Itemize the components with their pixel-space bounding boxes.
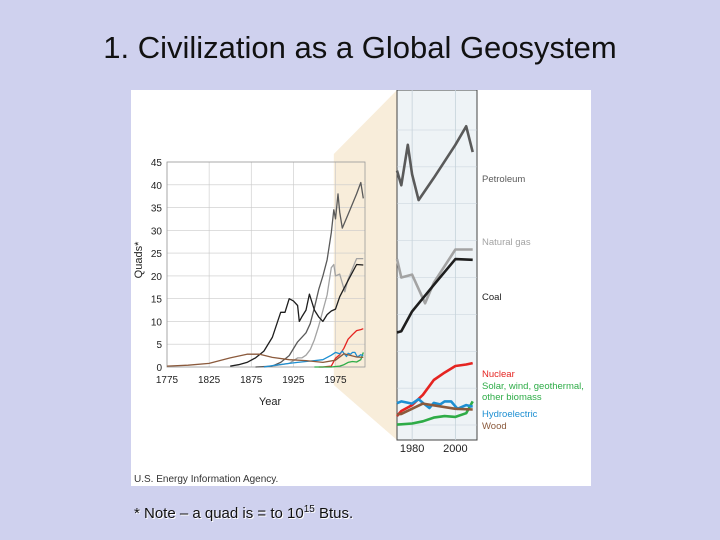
- legend-label: Hydroelectric: [482, 409, 538, 420]
- x-tick-label: 1875: [240, 375, 263, 386]
- energy-chart-figure: 0 5 10 15 20 25 30 35 40 45 1775 1825 1875 1925 1975 19…: [131, 90, 591, 486]
- zoom-grid: [397, 90, 477, 440]
- zoom-series-line: [396, 361, 473, 417]
- legend-label: Coal: [482, 292, 502, 303]
- y-tick-label: 0: [156, 363, 162, 374]
- zoom-series-line: [396, 400, 474, 426]
- y-tick-label: 15: [151, 295, 163, 306]
- main-series-line: [263, 350, 364, 368]
- x-axis-label: Year: [259, 396, 282, 408]
- zoom-series-line: [396, 402, 473, 416]
- main-grid: [166, 161, 365, 368]
- legend-label: Petroleum: [482, 174, 525, 185]
- x-tick-label: 1825: [198, 375, 221, 386]
- y-tick-label: 30: [151, 226, 163, 237]
- zoom-series-line: [395, 125, 474, 202]
- zoom-connector: [333, 90, 397, 440]
- x-tick-label: 1775: [156, 375, 179, 386]
- zoom-panel-bg: [396, 90, 478, 441]
- x-tick-label: 1925: [282, 375, 305, 386]
- main-series-line: [314, 352, 364, 368]
- y-tick-label: 25: [151, 249, 163, 260]
- footnote-suffix: Btus.: [314, 505, 354, 522]
- main-series-line: [255, 181, 364, 368]
- legend-label: Natural gas: [482, 237, 531, 248]
- y-tick-label: 20: [151, 272, 163, 283]
- main-series-line: [166, 353, 364, 367]
- footnote-exponent: 15: [303, 504, 315, 515]
- main-series-line: [272, 257, 364, 367]
- legend-label: Solar, wind, geothermal, other biomass: [482, 381, 584, 403]
- y-tick-label: 10: [151, 317, 163, 328]
- source-credit: U.S. Energy Information Agency.: [134, 474, 278, 485]
- main-series-line: [230, 263, 364, 367]
- legend-label: Nuclear: [482, 369, 515, 380]
- zoom-x-tick-label: 1980: [400, 443, 424, 455]
- zoom-series-line: [396, 257, 473, 334]
- y-tick-label: 40: [151, 181, 163, 192]
- y-tick-label: 5: [156, 340, 162, 351]
- energy-consumption-chart: 0 5 10 15 20 25 30 35 40 45 1775 1825 1875 1925 1975 19…: [133, 90, 584, 485]
- y-tick-label: 35: [151, 204, 163, 215]
- zoom-series-line: [395, 248, 473, 305]
- footnote-prefix: * Note – a quad is = to 10: [134, 505, 304, 522]
- axis-ticks: 0 5 10 15 20 25 30 35 40 45 1775 1825 1875 1925 1975 19…: [151, 158, 468, 455]
- footnote: * Note – a quad is = to 1015 Btus.: [134, 504, 353, 522]
- main-series-lines: [166, 181, 364, 368]
- x-tick-label: 1975: [324, 375, 347, 386]
- zoom-x-tick-label: 2000: [443, 443, 467, 455]
- zoom-series-lines: [395, 125, 474, 426]
- legend-label: Wood: [482, 421, 507, 432]
- y-axis-label: Quads*: [133, 241, 145, 278]
- y-tick-label: 45: [151, 158, 163, 169]
- slide-title: 1. Civilization as a Global Geosystem: [103, 30, 617, 65]
